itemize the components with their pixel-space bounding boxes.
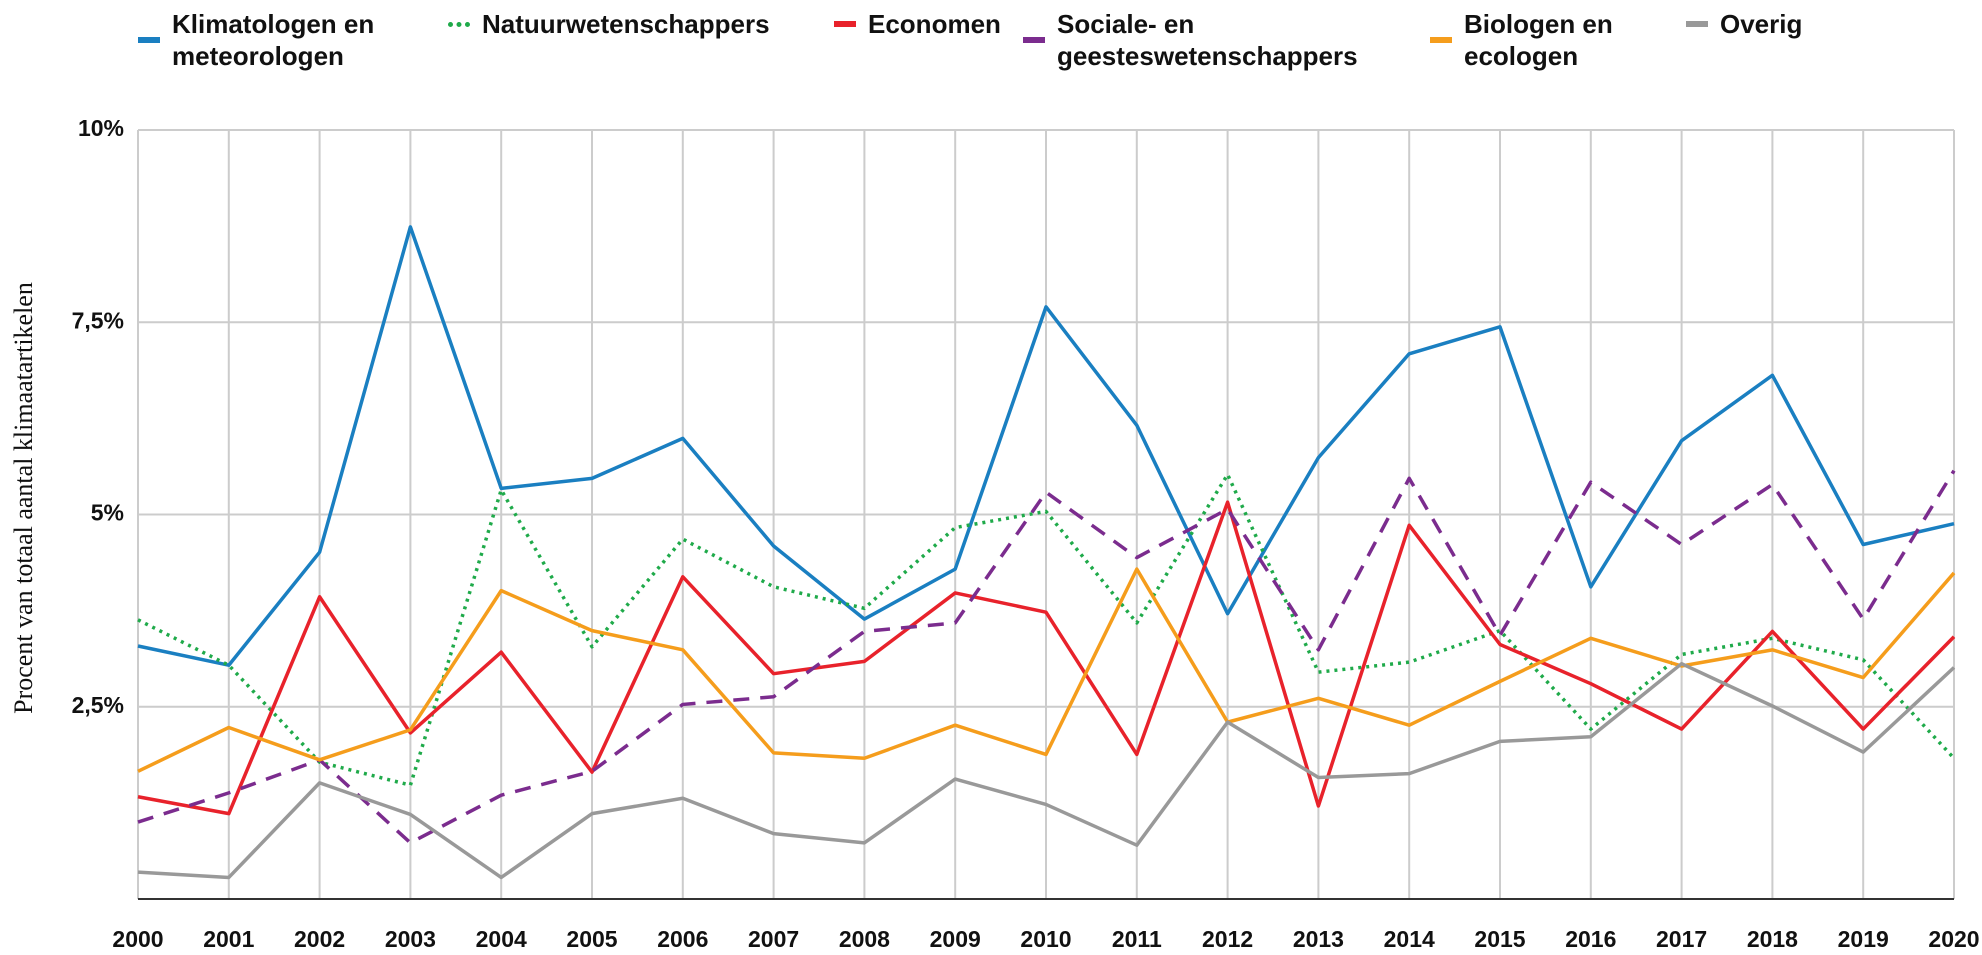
y-axis-label: Procent van totaal aantal klimaatartikel… bbox=[9, 282, 38, 714]
x-tick-label: 2008 bbox=[839, 926, 890, 952]
x-tick-label: 2000 bbox=[112, 926, 163, 952]
series-line bbox=[137, 661, 1956, 880]
x-tick-label: 2011 bbox=[1112, 926, 1162, 952]
series-line bbox=[137, 225, 1955, 667]
legend-item: Economen bbox=[834, 8, 1001, 40]
legend-swatch bbox=[1023, 37, 1045, 43]
legend-swatch bbox=[448, 21, 470, 27]
x-tick-label: 2001 bbox=[203, 926, 254, 952]
y-tick-label: 10% bbox=[78, 115, 124, 141]
legend-item: Klimatologen en meteorologen bbox=[138, 8, 432, 72]
series-line bbox=[137, 469, 1956, 845]
x-tick-label: 2014 bbox=[1384, 926, 1435, 952]
y-tick-label: 7,5% bbox=[72, 307, 124, 333]
legend-label: Economen bbox=[868, 9, 1001, 39]
series-line bbox=[137, 472, 1956, 787]
x-tick-label: 2020 bbox=[1928, 926, 1979, 952]
x-tick-label: 2004 bbox=[476, 926, 527, 952]
x-tick-label: 2015 bbox=[1474, 926, 1525, 952]
x-tick-label: 2012 bbox=[1202, 926, 1253, 952]
x-tick-label: 2018 bbox=[1747, 926, 1798, 952]
legend-item: Overig bbox=[1686, 8, 1802, 40]
x-tick-label: 2006 bbox=[657, 926, 708, 952]
legend-item: Natuurwetenschappers bbox=[448, 8, 770, 40]
x-tick-label: 2005 bbox=[566, 926, 617, 952]
x-tick-label: 2007 bbox=[748, 926, 799, 952]
y-tick-label: 2,5% bbox=[72, 692, 124, 718]
legend-label: Natuurwetenschappers bbox=[482, 9, 770, 39]
x-tick-label: 2019 bbox=[1838, 926, 1889, 952]
legend-swatch bbox=[834, 21, 856, 27]
legend-swatch bbox=[1430, 37, 1452, 43]
series-line bbox=[137, 500, 1956, 816]
legend-item: Sociale- en geesteswetenschappers bbox=[1023, 8, 1437, 72]
x-tick-label: 2017 bbox=[1656, 926, 1707, 952]
legend-swatch bbox=[1686, 21, 1708, 27]
x-tick-label: 2013 bbox=[1293, 926, 1344, 952]
legend-label: Overig bbox=[1720, 9, 1803, 39]
x-tick-label: 2003 bbox=[385, 926, 436, 952]
x-tick-label: 2010 bbox=[1020, 926, 1071, 952]
legend-label: Biologen en ecologen bbox=[1464, 9, 1613, 71]
x-tick-label: 2009 bbox=[930, 926, 981, 952]
y-tick-label: 5% bbox=[91, 500, 124, 526]
legend-swatch bbox=[138, 37, 160, 43]
legend-label: Klimatologen en meteorologen bbox=[172, 9, 375, 71]
x-tick-label: 2002 bbox=[294, 926, 345, 952]
legend-item: Biologen en ecologen bbox=[1430, 8, 1684, 72]
legend-label: Sociale- en geesteswetenschappers bbox=[1057, 9, 1358, 71]
x-tick-label: 2016 bbox=[1565, 926, 1616, 952]
series-line bbox=[137, 567, 1956, 773]
